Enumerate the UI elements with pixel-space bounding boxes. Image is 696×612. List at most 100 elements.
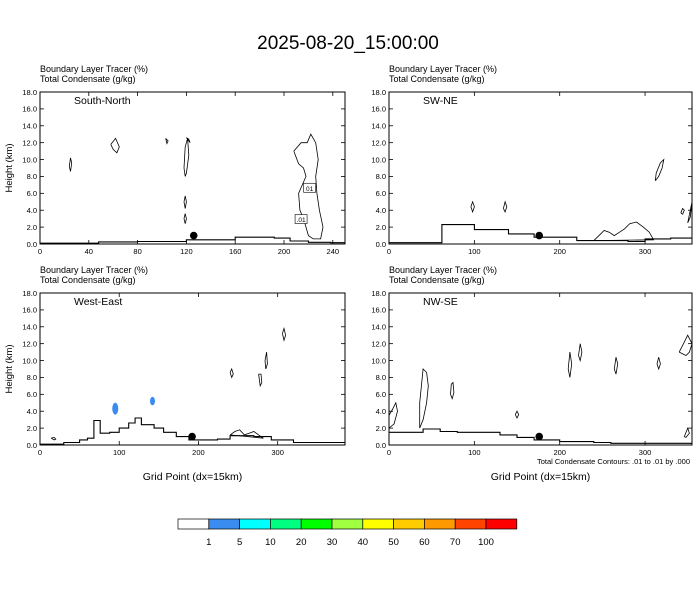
panel-nw-se: Boundary Layer Tracer (%)Total Condensat… <box>371 265 693 483</box>
panel-header-line1: Boundary Layer Tracer (%) <box>40 64 148 74</box>
x-tick-label: 300 <box>271 448 284 457</box>
y-tick-label: 16.0 <box>371 306 386 315</box>
condensate-contour <box>293 133 324 240</box>
panel-header-line2: Total Condensate (g/kg) <box>40 275 136 285</box>
plot-area: 01.01 <box>40 133 345 244</box>
y-tick-label: 8.0 <box>376 172 386 181</box>
condensate-contour <box>514 410 520 419</box>
y-tick-label: 2.0 <box>27 223 37 232</box>
panel-name: West-East <box>74 296 122 308</box>
condensate-contour <box>687 201 692 224</box>
colorbar-label: 30 <box>327 537 338 548</box>
y-tick-label: 16.0 <box>22 306 37 315</box>
condensate-contour <box>656 357 661 371</box>
y-tick-label: 8.0 <box>27 373 37 382</box>
condensate-contour <box>68 157 73 172</box>
colorbar-swatch <box>177 518 210 530</box>
figure-title: 2025-08-20_15:00:00 <box>257 33 439 54</box>
boundary-layer-line <box>389 428 692 444</box>
y-tick-label: 6.0 <box>376 390 386 399</box>
x-tick-label: 0 <box>38 448 42 457</box>
contour-label: 01 <box>306 186 314 193</box>
x-tick-label: 120 <box>180 247 193 256</box>
x-tick-label: 0 <box>38 247 42 256</box>
y-axis-label: Height (km) <box>4 344 15 393</box>
y-tick-label: 18.0 <box>22 88 37 97</box>
plot-frame <box>388 91 693 245</box>
condensate-contour <box>419 368 429 429</box>
y-tick-label: 10.0 <box>22 356 37 365</box>
x-axis-label: Grid Point (dx=15km) <box>143 471 243 483</box>
x-tick-label: 80 <box>133 247 141 256</box>
y-tick-label: 12.0 <box>22 138 37 147</box>
y-tick-label: 0.0 <box>27 240 37 249</box>
y-tick-label: 10.0 <box>371 356 386 365</box>
plot-frame <box>39 91 346 245</box>
colorbar-swatch <box>270 518 302 530</box>
location-marker <box>535 432 544 441</box>
y-tick-label: 16.0 <box>371 105 386 114</box>
condensate-contour <box>680 207 685 215</box>
panel-header-line2: Total Condensate (g/kg) <box>389 74 485 84</box>
colorbar-label: 60 <box>419 537 430 548</box>
panel-header-line2: Total Condensate (g/kg) <box>389 275 485 285</box>
y-tick-label: 14.0 <box>22 122 37 131</box>
y-tick-label: 2.0 <box>27 424 37 433</box>
x-tick-label: 200 <box>553 448 566 457</box>
panel-name: SW-NE <box>423 95 458 107</box>
panel-header-line2: Total Condensate (g/kg) <box>40 74 136 84</box>
y-tick-label: 4.0 <box>27 407 37 416</box>
panel-sw-ne: Boundary Layer Tracer (%)Total Condensat… <box>371 64 693 256</box>
condensate-contour <box>654 158 665 181</box>
panel-header-line1: Boundary Layer Tracer (%) <box>40 265 148 275</box>
plot-area <box>40 327 345 445</box>
y-tick-label: 16.0 <box>22 105 37 114</box>
location-marker <box>535 231 544 240</box>
y-tick-label: 0.0 <box>27 441 37 450</box>
condensate-contour <box>282 327 287 342</box>
y-tick-label: 8.0 <box>376 373 386 382</box>
x-tick-label: 300 <box>639 247 652 256</box>
x-tick-label: 0 <box>387 247 391 256</box>
y-tick-label: 14.0 <box>371 323 386 332</box>
colorbar-swatch <box>239 518 271 530</box>
y-tick-label: 12.0 <box>371 339 386 348</box>
y-tick-label: 2.0 <box>376 223 386 232</box>
y-tick-label: 18.0 <box>22 289 37 298</box>
contour-label: .01 <box>297 217 306 224</box>
colorbar-swatch <box>454 518 487 530</box>
y-tick-label: 4.0 <box>27 206 37 215</box>
y-tick-label: 14.0 <box>371 122 386 131</box>
boundary-layer-line <box>389 224 692 244</box>
y-tick-label: 12.0 <box>371 138 386 147</box>
colorbar-label: 10 <box>265 537 276 548</box>
condensate-contour <box>567 352 573 378</box>
colorbar-swatch <box>424 518 456 530</box>
contour-footnote: Total Condensate Contours: .01 to .01 by… <box>537 457 690 466</box>
colorbar-label: 40 <box>358 537 369 548</box>
x-tick-label: 100 <box>113 448 126 457</box>
colorbar-label: 1 <box>206 537 211 548</box>
colorbar-swatch <box>362 518 394 530</box>
colorbar-swatch <box>300 518 333 530</box>
y-tick-label: 6.0 <box>27 189 37 198</box>
contour-label-box <box>303 182 316 193</box>
x-tick-label: 200 <box>278 247 291 256</box>
colorbar-swatch <box>208 518 240 530</box>
condensate-contour <box>258 373 263 388</box>
condensate-contour <box>183 138 190 177</box>
boundary-layer-line <box>40 236 345 244</box>
condensate-contour <box>470 200 475 214</box>
y-tick-label: 10.0 <box>22 155 37 164</box>
plot-frame <box>39 292 346 446</box>
condensate-contour <box>678 334 692 356</box>
y-tick-label: 0.0 <box>376 240 386 249</box>
condensate-contour <box>264 352 268 370</box>
condensate-contour <box>450 381 455 400</box>
condensate-contour <box>578 343 583 363</box>
y-tick-label: 10.0 <box>371 155 386 164</box>
panels: Boundary Layer Tracer (%)Total Condensat… <box>4 64 693 483</box>
panel-header-line1: Boundary Layer Tracer (%) <box>389 64 497 74</box>
colorbar-swatch <box>331 518 364 530</box>
